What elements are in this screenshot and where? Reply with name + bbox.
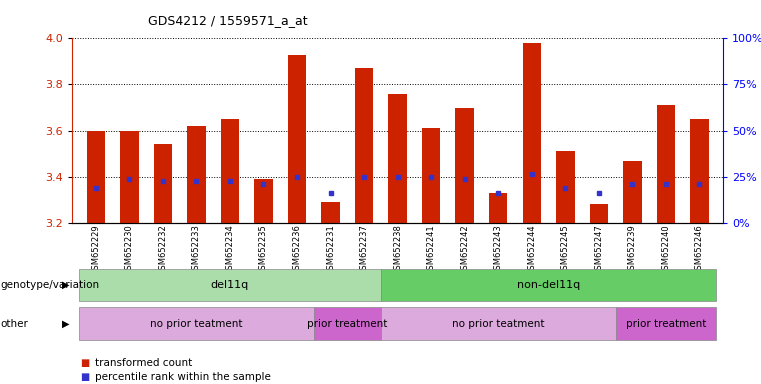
Text: transformed count: transformed count [95, 358, 193, 368]
Text: ▶: ▶ [62, 280, 70, 290]
Text: other: other [1, 318, 29, 329]
Bar [556, 151, 575, 223]
Bar [690, 119, 708, 223]
Bar [321, 202, 339, 223]
Bar [87, 131, 105, 223]
Bar [187, 126, 205, 223]
Bar [590, 204, 608, 223]
Bar [355, 68, 374, 223]
Bar [221, 119, 239, 223]
Bar [489, 193, 508, 223]
Text: prior treatment: prior treatment [307, 318, 387, 329]
Bar [388, 94, 407, 223]
Bar [623, 161, 642, 223]
Text: non-del11q: non-del11q [517, 280, 580, 290]
Text: genotype/variation: genotype/variation [1, 280, 100, 290]
Text: ■: ■ [80, 358, 89, 368]
Bar [523, 43, 541, 223]
Text: GDS4212 / 1559571_a_at: GDS4212 / 1559571_a_at [148, 14, 308, 27]
Text: no prior teatment: no prior teatment [452, 318, 544, 329]
Bar [254, 179, 272, 223]
Text: ▶: ▶ [62, 318, 70, 329]
Text: del11q: del11q [211, 280, 249, 290]
Bar [288, 55, 306, 223]
Text: no prior teatment: no prior teatment [150, 318, 243, 329]
Text: percentile rank within the sample: percentile rank within the sample [95, 372, 271, 382]
Text: ■: ■ [80, 372, 89, 382]
Bar [456, 108, 474, 223]
Bar [154, 144, 172, 223]
Bar [120, 131, 139, 223]
Text: prior treatment: prior treatment [626, 318, 706, 329]
Bar [422, 128, 441, 223]
Bar [657, 105, 675, 223]
